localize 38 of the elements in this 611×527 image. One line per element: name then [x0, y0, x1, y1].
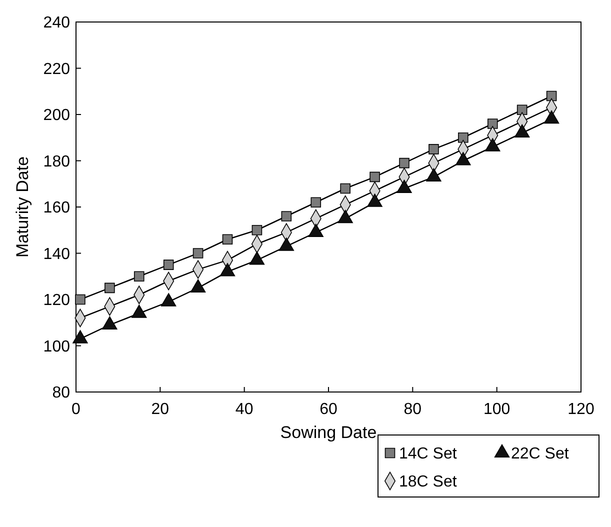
point: [546, 90, 557, 102]
y-tick-label: 80: [52, 384, 70, 402]
point: [163, 260, 174, 270]
point: [399, 158, 410, 168]
x-tick-label: 20: [151, 401, 170, 418]
y-tick-label: 220: [43, 60, 70, 78]
point: [516, 104, 528, 116]
point: [340, 183, 350, 194]
point: [370, 172, 380, 182]
x-tick-label: 40: [235, 401, 254, 418]
y-tick-label: 200: [43, 107, 70, 124]
legend-label: 22C Set: [511, 446, 570, 463]
x-tick-label: 80: [404, 401, 422, 418]
point: [428, 144, 439, 154]
point: [252, 224, 262, 236]
point: [134, 271, 144, 282]
point: [310, 197, 322, 208]
y-tick-label: 240: [43, 14, 70, 32]
x-axis-title: Sowing Date: [280, 423, 377, 442]
point: [487, 118, 498, 129]
point: [281, 211, 292, 222]
x-tick-label: 0: [72, 401, 81, 418]
legend-label: 14C Set: [399, 446, 458, 463]
point: [75, 294, 86, 305]
x-tick-label: 120: [568, 401, 594, 418]
point: [222, 234, 233, 245]
y-tick-label: 160: [43, 200, 70, 217]
y-tick-label: 180: [43, 153, 70, 170]
legend-label: 18C Set: [399, 474, 458, 491]
point: [458, 132, 468, 143]
point: [192, 248, 204, 258]
x-tick-label: 60: [320, 401, 338, 418]
y-tick-label: 120: [43, 292, 70, 310]
point: [104, 282, 115, 294]
x-tick-label: 100: [483, 401, 510, 418]
y-tick-label: 100: [43, 338, 70, 356]
y-tick-label: 140: [43, 246, 70, 263]
y-axis-title: Maturity Date: [13, 156, 32, 258]
